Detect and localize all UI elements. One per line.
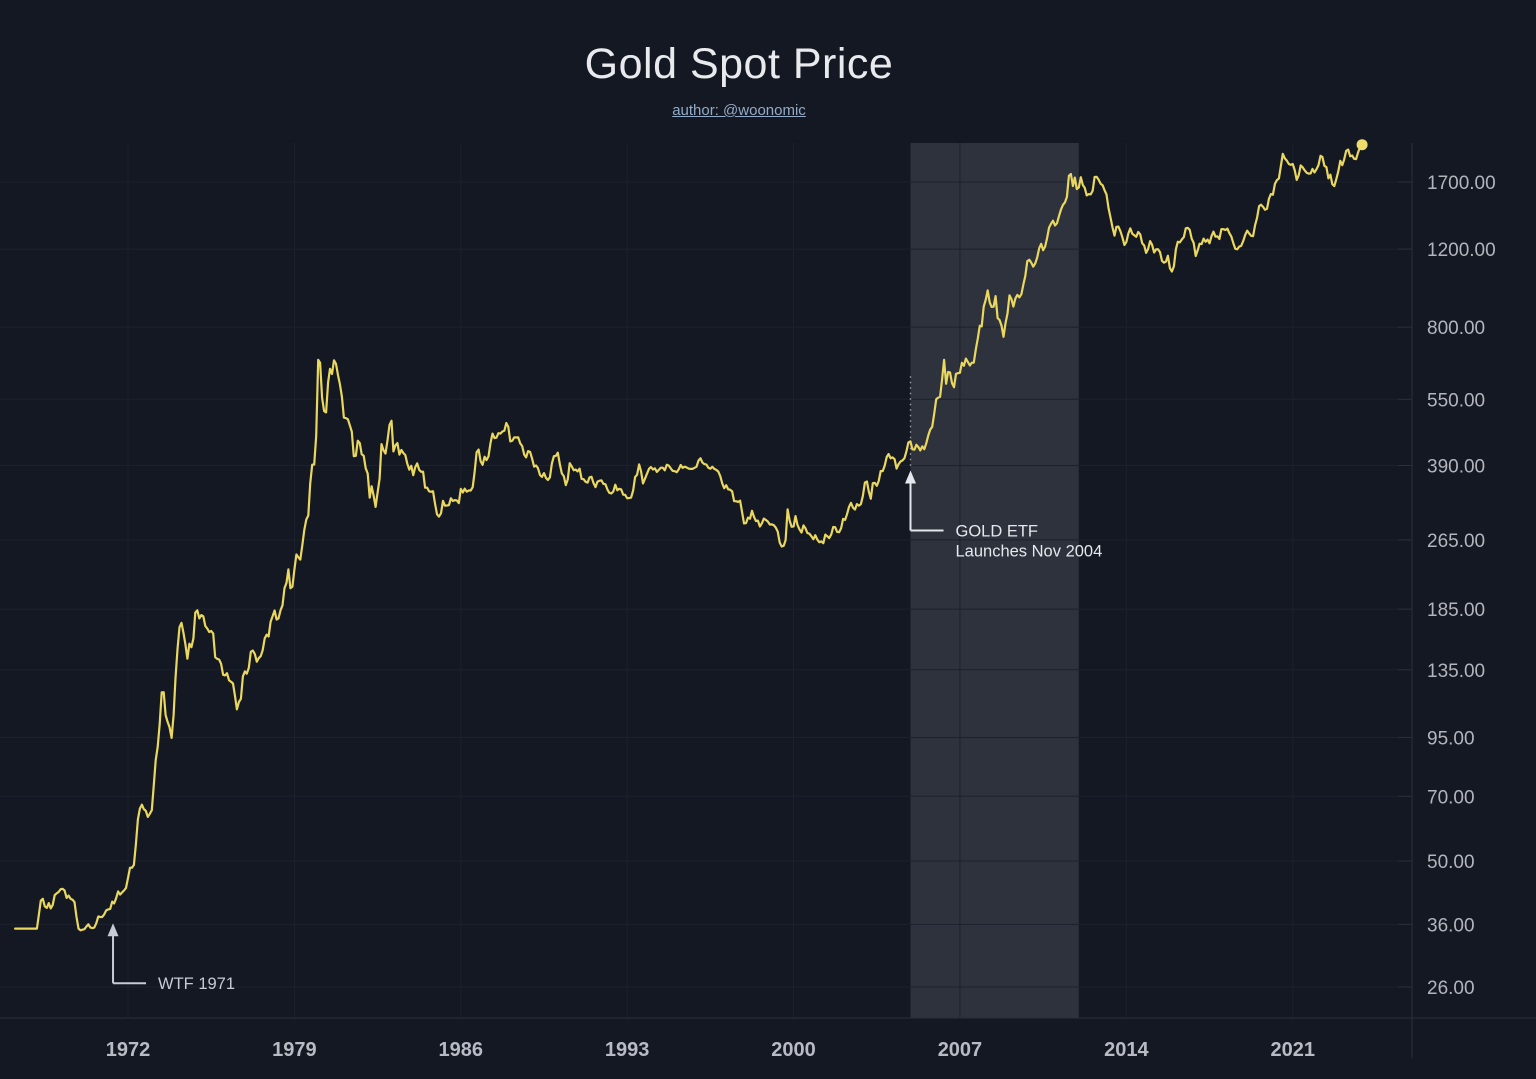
annotation-label-gold-etf: GOLD ETF: [956, 523, 1039, 541]
y-tick-label: 36.00: [1427, 915, 1475, 936]
x-tick-label: 1979: [272, 1039, 317, 1061]
page-title: Gold Spot Price: [584, 40, 894, 88]
annotation-label-gold-etf: Launches Nov 2004: [956, 543, 1103, 561]
y-tick-label: 135.00: [1427, 661, 1485, 682]
y-tick-label: 70.00: [1427, 787, 1475, 808]
x-tick-label: 2000: [771, 1039, 816, 1061]
annotation-arrowhead-icon: [905, 470, 917, 484]
x-tick-label: 1972: [106, 1039, 151, 1061]
y-tick-label: 50.00: [1427, 852, 1475, 873]
x-tick-label: 1993: [605, 1039, 650, 1061]
x-tick-label: 2007: [938, 1039, 983, 1061]
y-tick-label: 800.00: [1427, 318, 1485, 339]
y-tick-label: 1200.00: [1427, 240, 1496, 261]
y-tick-label: 390.00: [1427, 457, 1485, 478]
etf-era-highlight-region: [910, 143, 1079, 1018]
last-price-marker: [1356, 139, 1368, 151]
x-tick-label: 2021: [1270, 1039, 1315, 1061]
y-tick-label: 26.00: [1427, 978, 1475, 999]
y-tick-label: 185.00: [1427, 600, 1485, 621]
y-tick-label: 265.00: [1427, 531, 1485, 552]
annotation-label-wtf-1971: WTF 1971: [158, 975, 235, 993]
y-tick-label: 550.00: [1427, 390, 1485, 411]
y-tick-label: 95.00: [1427, 728, 1475, 749]
author-link[interactable]: author: @woonomic: [672, 102, 806, 119]
gold-price-line: [14, 143, 1364, 932]
annotation-arrowhead-icon: [107, 923, 119, 937]
x-tick-label: 2014: [1104, 1039, 1149, 1061]
x-tick-label: 1986: [439, 1039, 484, 1061]
y-tick-label: 1700.00: [1427, 173, 1496, 194]
